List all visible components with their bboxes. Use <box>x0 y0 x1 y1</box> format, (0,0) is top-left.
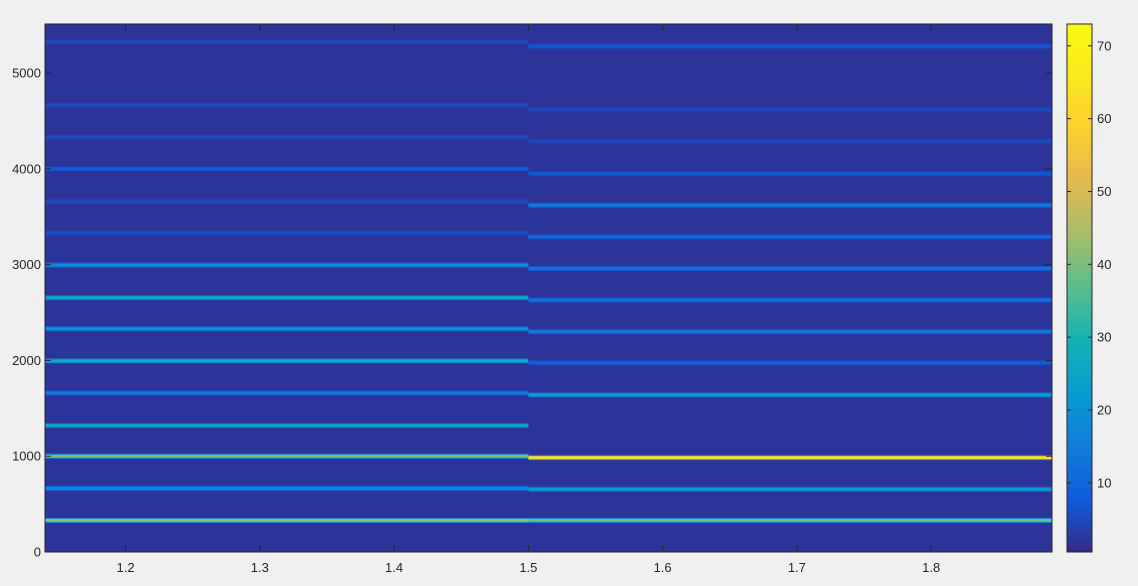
x-tick-label: 1.3 <box>251 560 269 575</box>
colorbar-tick-label: 50 <box>1097 184 1111 199</box>
harmonic-line <box>45 518 529 522</box>
harmonic-line <box>45 359 529 363</box>
colorbar-tick-label: 20 <box>1097 402 1111 417</box>
colorbar-tick-label: 10 <box>1097 475 1111 490</box>
harmonic-line <box>45 424 529 428</box>
colorbar: 10 20 30 40 50 60 70 <box>1066 23 1111 553</box>
harmonic-line <box>45 263 529 267</box>
x-tick-label: 1.5 <box>519 560 537 575</box>
colorbar-tick-label: 40 <box>1097 257 1111 272</box>
harmonic-line <box>45 486 529 490</box>
harmonic-line <box>45 103 529 107</box>
harmonic-line <box>528 266 1052 270</box>
harmonic-line <box>45 327 529 331</box>
harmonic-line <box>528 298 1052 302</box>
plot-background <box>45 24 1052 552</box>
colorbar-tick-label: 30 <box>1097 330 1111 345</box>
harmonic-line <box>528 330 1052 334</box>
y-tick-label: 0 <box>34 545 41 560</box>
harmonic-line <box>45 199 529 203</box>
y-tick-label: 4000 <box>12 161 41 176</box>
x-tick-label: 1.4 <box>385 560 403 575</box>
harmonic-line <box>528 44 1052 48</box>
harmonic-line <box>528 107 1052 111</box>
colorbar-tick-label: 60 <box>1097 111 1111 126</box>
x-tick-label: 1.8 <box>922 560 940 575</box>
harmonic-line <box>45 167 529 171</box>
harmonic-line <box>45 296 529 300</box>
colorbar-tick-label: 70 <box>1097 38 1111 53</box>
harmonic-line <box>45 40 529 44</box>
harmonic-line <box>528 139 1052 143</box>
harmonic-line <box>45 391 529 395</box>
y-tick-label: 1000 <box>12 449 41 464</box>
x-tick-label: 1.6 <box>654 560 672 575</box>
harmonic-line <box>528 393 1052 397</box>
colorbar-gradient <box>1066 23 1093 553</box>
harmonic-line <box>528 172 1052 176</box>
harmonic-line <box>528 203 1052 207</box>
harmonic-line <box>45 454 529 458</box>
harmonic-line <box>528 487 1052 491</box>
y-tick-label: 5000 <box>12 66 41 81</box>
harmonic-line <box>528 456 1052 460</box>
harmonic-line <box>528 235 1052 239</box>
harmonic-line <box>45 135 529 139</box>
harmonic-line <box>45 231 529 235</box>
y-tick-label: 3000 <box>12 257 41 272</box>
x-tick-label: 1.2 <box>117 560 135 575</box>
axes-box <box>44 23 1053 553</box>
harmonic-line <box>528 361 1052 365</box>
harmonic-line <box>528 518 1052 522</box>
x-tick-label: 1.7 <box>788 560 806 575</box>
axes: 1.2 1.3 1.4 1.5 1.6 1.7 1.8 0 1000 2000 3000 4000 50… <box>12 23 1053 575</box>
y-tick-label: 2000 <box>12 353 41 368</box>
plot-area <box>45 24 1052 552</box>
